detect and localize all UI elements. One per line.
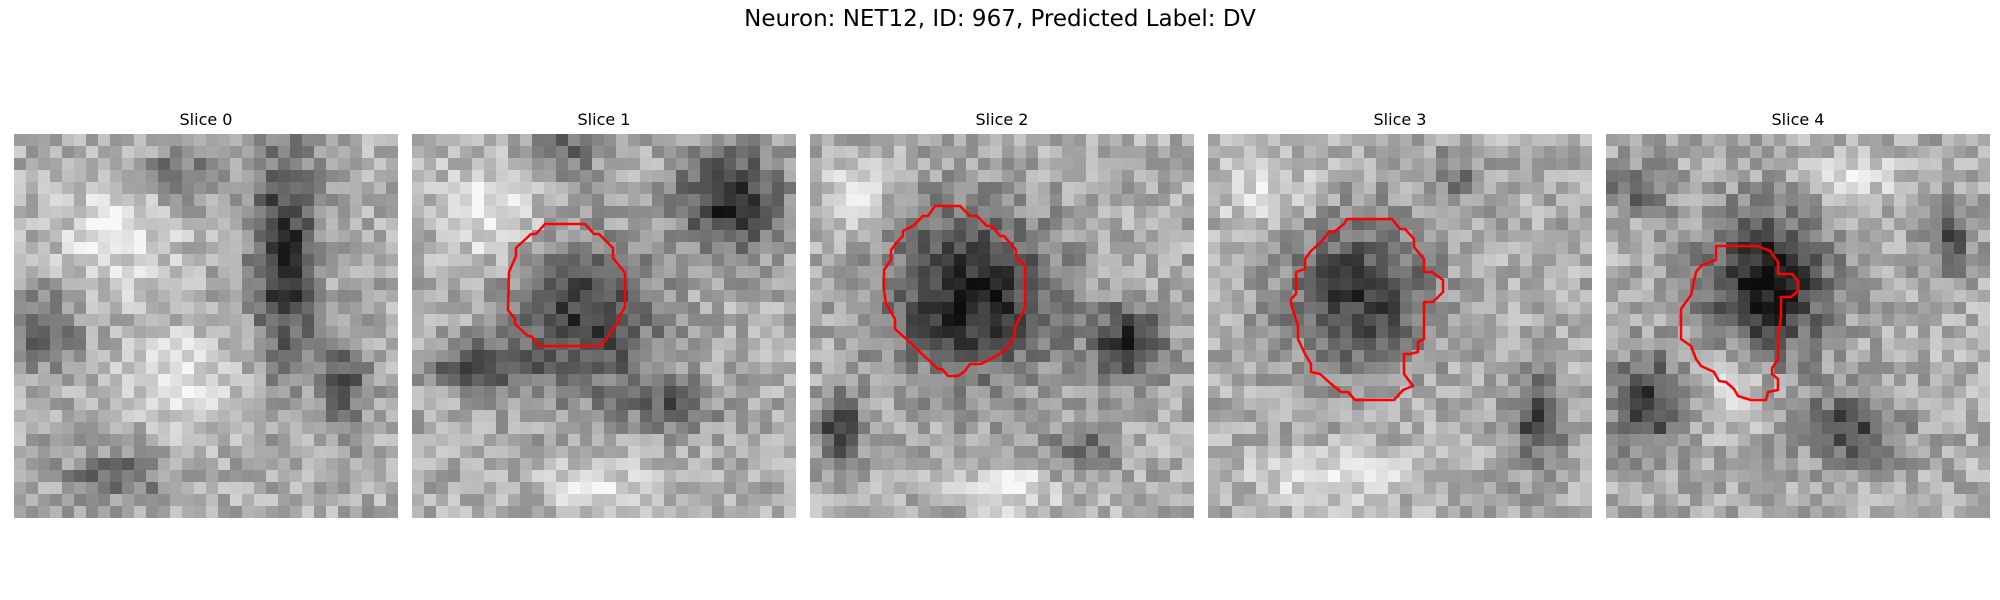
slice-panel-3: Slice 3: [1208, 108, 1592, 518]
pixel-grid: [1606, 134, 1990, 518]
slice-title: Slice 0: [179, 110, 233, 129]
slice-image: [14, 134, 398, 518]
roi-outline: [882, 204, 1027, 378]
pixel-grid: [1208, 134, 1592, 518]
slice-image: [412, 134, 796, 518]
figure-title: Neuron: NET12, ID: 967, Predicted Label:…: [744, 6, 1256, 32]
pixel-grid: [14, 134, 398, 518]
pixel-grid: [412, 134, 796, 518]
roi-outline: [506, 222, 627, 348]
pixel-grid: [810, 134, 1194, 518]
slice-title: Slice 2: [975, 110, 1029, 129]
slice-panel-0: Slice 0: [14, 108, 398, 518]
slice-title: Slice 1: [577, 110, 631, 129]
slice-image: [1208, 134, 1592, 518]
roi-outline: [1289, 217, 1445, 402]
slice-panel-2: Slice 2: [810, 108, 1194, 518]
slice-image: [1606, 134, 1990, 518]
slice-image: [810, 134, 1194, 518]
slice-title: Slice 4: [1771, 110, 1825, 129]
roi-outline: [1679, 244, 1800, 402]
slice-title: Slice 3: [1373, 110, 1427, 129]
slice-panel-1: Slice 1: [412, 108, 796, 518]
slice-panel-4: Slice 4: [1606, 108, 1990, 518]
